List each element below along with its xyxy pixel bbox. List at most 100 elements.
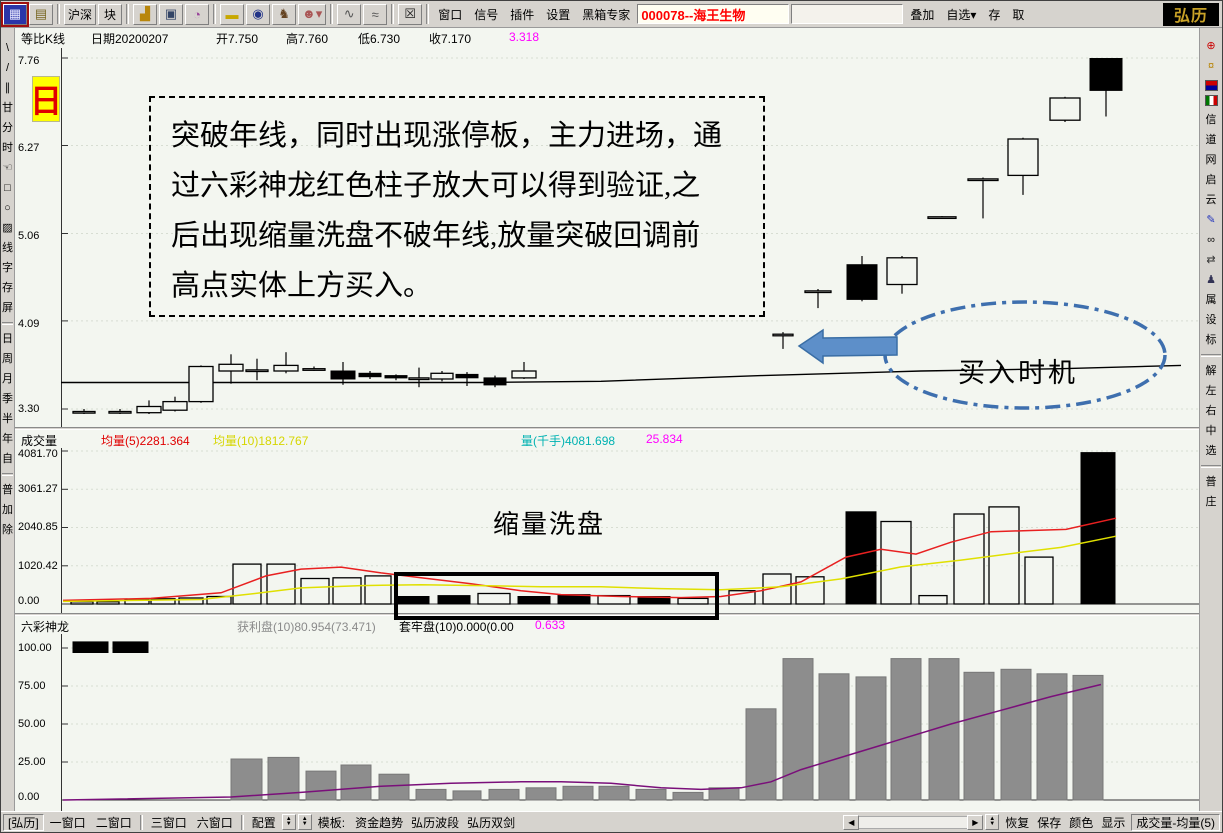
six-window-button[interactable]: 六窗口 <box>196 815 233 830</box>
volume-chart[interactable] <box>61 448 1201 613</box>
text-tool[interactable]: 字 <box>2 262 13 274</box>
bird-icon[interactable]: ♞ <box>272 3 297 25</box>
mode-normal-2[interactable]: 普 <box>1205 476 1217 488</box>
fetch-menu[interactable]: 取 <box>1012 7 1025 22</box>
link-icon[interactable]: ∿ <box>337 3 362 25</box>
template-hl-band[interactable]: 弘历波段 <box>411 815 460 830</box>
period-year[interactable]: 年 <box>2 433 13 445</box>
flag-green-red-icon[interactable] <box>1204 95 1218 106</box>
close-chart-icon[interactable]: ☒ <box>398 3 423 25</box>
stock-code-box[interactable]: 000078--海王生物 <box>637 4 790 24</box>
raise-line-tool[interactable]: / <box>5 62 10 74</box>
gann-tool[interactable]: 甘 <box>2 102 13 114</box>
kline-chart[interactable] <box>61 48 1201 427</box>
monitor-icon[interactable]: ▣ <box>159 3 184 25</box>
indicator-chart[interactable] <box>61 634 1201 812</box>
scroll-left-button[interactable]: ◀ <box>843 814 860 830</box>
bar-chart-icon[interactable]: ▟ <box>133 3 158 25</box>
save-tool[interactable]: 存 <box>2 282 13 294</box>
hushen-button[interactable]: 沪深 <box>64 3 97 25</box>
period-week[interactable]: 周 <box>2 353 13 365</box>
info-item[interactable]: 信 <box>1205 114 1217 126</box>
period-custom[interactable]: 自 <box>2 453 13 465</box>
period-day[interactable]: 日 <box>2 333 13 345</box>
kline-date: 日期20200207 <box>91 32 169 46</box>
time-tool[interactable]: 时 <box>2 142 13 154</box>
settings-item[interactable]: 设 <box>1205 314 1217 326</box>
start-item[interactable]: 启 <box>1205 174 1217 186</box>
channel-item[interactable]: 道 <box>1205 134 1217 146</box>
scroll-right-button[interactable]: ▶ <box>967 814 984 830</box>
pane-size-stepper[interactable]: ▲ ▼ <box>297 814 312 830</box>
block-button[interactable]: 块 <box>98 3 123 25</box>
zoom-stepper[interactable]: ▲ ▼ <box>985 814 1000 830</box>
banker-item[interactable]: 庄 <box>1205 496 1217 508</box>
right-item[interactable]: 右 <box>1205 405 1217 417</box>
favorites-menu[interactable]: 自选▾ <box>946 7 977 22</box>
menu-blackbox[interactable]: 黑箱专家 <box>582 7 631 22</box>
period-half[interactable]: 半 <box>2 413 13 425</box>
eye-icon[interactable]: ◉ <box>246 3 271 25</box>
mark-item[interactable]: 标 <box>1205 334 1217 346</box>
store-menu[interactable]: 存 <box>988 7 1001 22</box>
hand-tool[interactable]: ☜ <box>2 162 13 174</box>
binoculars-icon[interactable]: ∞ <box>1207 234 1215 246</box>
select-item[interactable]: 选 <box>1205 445 1217 457</box>
restore-button[interactable]: 恢复 <box>1005 815 1030 830</box>
pane-count-stepper[interactable]: ▲ ▼ <box>281 814 296 830</box>
left-item[interactable]: 左 <box>1205 385 1217 397</box>
mode-add[interactable]: 加 <box>2 504 13 516</box>
attr-item[interactable]: 属 <box>1205 294 1217 306</box>
display-button[interactable]: 显示 <box>1101 815 1126 830</box>
kline-window-icon[interactable]: ▦ <box>3 3 27 25</box>
trendline-tool[interactable]: \ <box>5 42 10 54</box>
period-badge[interactable]: 日 <box>30 76 62 122</box>
template-fund-trend[interactable]: 资金趋势 <box>355 815 404 830</box>
pane-splitter-2[interactable] <box>15 613 1201 616</box>
color-button[interactable]: 颜色 <box>1069 815 1094 830</box>
one-window-button[interactable]: 一窗口 <box>49 815 86 830</box>
shade-tool[interactable]: ▨ <box>2 222 13 234</box>
cloud-item[interactable]: 云 <box>1205 194 1217 206</box>
two-window-button[interactable]: 二窗口 <box>95 815 132 830</box>
circle-tool[interactable]: ○ <box>4 202 11 214</box>
line-tool[interactable]: 线 <box>2 242 13 254</box>
annotation-note: 突破年线，同时出现涨停板，主力进场，通 过六彩神龙红色柱子放大可以得到验证,之 … <box>149 96 765 317</box>
three-window-button[interactable]: 三窗口 <box>150 815 187 830</box>
person-icon[interactable]: ♟ <box>1206 274 1216 286</box>
overlay-menu[interactable]: 叠加 <box>910 7 935 22</box>
target-icon[interactable]: ⊕ <box>1206 40 1216 52</box>
screen-tool[interactable]: 屏 <box>2 302 13 314</box>
swap-icon[interactable]: ⇄ <box>1206 254 1216 266</box>
stock-input-box[interactable] <box>791 4 904 24</box>
mode-remove[interactable]: 除 <box>2 524 13 536</box>
mode-normal[interactable]: 普 <box>2 484 13 496</box>
parallel-lines-tool[interactable]: ∥ <box>4 82 11 94</box>
rect-tool[interactable]: □ <box>4 182 11 194</box>
template-hl-swords[interactable]: 弘历双剑 <box>467 815 516 830</box>
menu-window[interactable]: 窗口 <box>438 7 463 22</box>
scrollbar-track[interactable] <box>859 815 968 829</box>
save-button[interactable]: 保存 <box>1037 815 1062 830</box>
folder-icon[interactable]: ▬ <box>220 3 245 25</box>
pane-splitter[interactable] <box>15 427 1201 430</box>
menu-plugin[interactable]: 插件 <box>510 7 535 22</box>
config-button[interactable]: 配置 <box>251 815 276 830</box>
unlock-item[interactable]: 解 <box>1205 365 1217 377</box>
unlink-icon[interactable]: ≈ <box>363 3 388 25</box>
center-item[interactable]: 中 <box>1205 425 1217 437</box>
period-month[interactable]: 月 <box>2 373 13 385</box>
menu-signal[interactable]: 信号 <box>474 7 499 22</box>
properties-icon[interactable]: ▤ <box>29 3 53 25</box>
minute-tool[interactable]: 分 <box>2 122 13 134</box>
pie-icon[interactable]: ◔ <box>185 3 210 25</box>
pen-icon[interactable]: ✎ <box>1206 214 1216 226</box>
period-quarter[interactable]: 季 <box>2 393 13 405</box>
horizontal-scrollbar[interactable]: ◀ ▶ <box>843 814 984 830</box>
menu-settings[interactable]: 设置 <box>546 7 571 22</box>
flag-red-blue-icon[interactable] <box>1204 80 1218 91</box>
face-dropdown-icon[interactable]: ☻▾ <box>298 3 327 25</box>
net-item[interactable]: 网 <box>1205 154 1217 166</box>
indicator-selector[interactable]: 成交量-均量(5) <box>1131 813 1220 831</box>
brush-icon[interactable]: ¤ <box>1207 60 1215 72</box>
